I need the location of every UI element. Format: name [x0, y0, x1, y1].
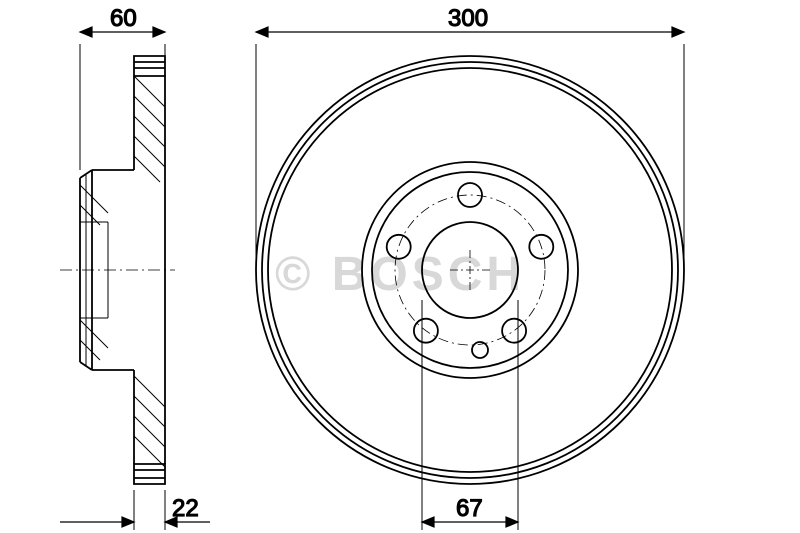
- dim-top-right: 300: [448, 5, 488, 32]
- side-view: [60, 56, 175, 484]
- dim-bottom-left: 22: [172, 495, 199, 522]
- dim-top-left: 60: [110, 5, 137, 32]
- technical-drawing: © BOSCH: [0, 0, 800, 533]
- dim-bottom-right: 67: [456, 495, 483, 522]
- watermark-text: © BOSCH: [275, 248, 525, 301]
